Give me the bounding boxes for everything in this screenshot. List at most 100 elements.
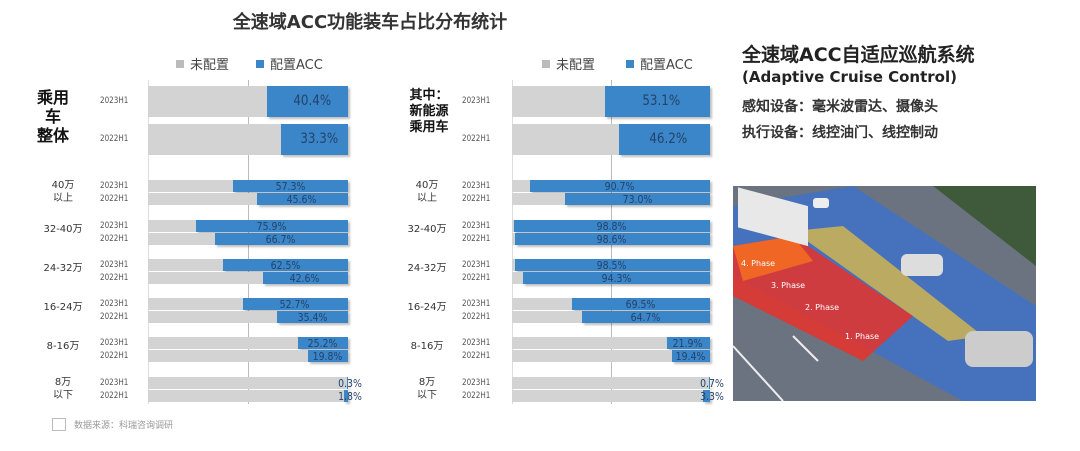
value-label: 46.2% [649,131,688,147]
bar-acc [281,124,348,155]
group-label: 8万 以下 [53,377,73,401]
bar-not-configured [512,337,710,349]
year-label: 2023H1 [462,220,491,231]
chart-headline: 全速域ACC功能装车占比分布统计 [232,12,508,33]
bar-acc [256,193,348,205]
acc-phase-illustration: 4. Phase 3. Phase 2. Phase 1. Phase [733,186,1036,401]
value-label: 19.8% [312,349,343,363]
bar-not-configured [148,350,348,362]
year-label: 2022H1 [100,390,129,401]
legend-item: 配置ACC [626,54,693,73]
year-label: 2022H1 [462,390,491,401]
bar-acc [530,180,710,192]
year-label: 2023H1 [100,220,129,231]
value-label: 57.3% [275,179,306,193]
bar-acc [196,220,348,232]
bar-acc [666,337,710,349]
legend-label: 配置ACC [270,58,323,73]
year-label: 2023H1 [462,337,491,348]
value-label: 73.0% [622,192,653,206]
bar-not-configured [148,390,348,402]
bar-acc [618,124,710,155]
value-label: 69.5% [625,297,656,311]
value-label: 1.8% [338,389,362,403]
year-label: 2023H1 [462,377,491,388]
bar-acc [267,86,348,117]
legend-swatch [626,59,634,68]
bar-acc [604,86,710,117]
value-label: 98.5% [597,258,627,272]
phase-label-1: 1. Phase [845,332,879,341]
year-label: 2022H1 [100,350,129,361]
group-label: 8万 以下 [417,377,437,401]
side-subtitle: (Adaptive Cruise Control) [742,68,957,86]
legend-swatch [176,59,184,68]
year-label: 2022H1 [100,233,129,244]
bar-acc [277,311,348,323]
year-label: 2022H1 [100,134,129,144]
year-label: 2023H1 [100,180,129,191]
phase-label-4: 4. Phase [741,259,775,268]
sensing-devices: 感知设备：毫米波雷达、摄像头 [742,99,938,115]
year-label: 2022H1 [100,272,129,283]
value-label: 42.6% [290,271,320,285]
group-label: 24-32万 [43,263,83,274]
value-label: 90.7% [604,179,635,193]
year-label: 2022H1 [462,272,491,283]
value-label: 66.7% [265,232,296,246]
value-label: 98.8% [596,219,627,233]
group-label: 8-16万 [410,341,444,352]
legend-item: 配置ACC [256,54,323,73]
year-label: 2022H1 [462,193,491,204]
legend-swatch [542,59,550,68]
bar-acc [514,233,710,245]
bar-not-configured [512,350,710,362]
bar-not-configured [512,390,710,402]
bar-acc [233,180,348,192]
value-label: 35.4% [297,310,327,324]
legend-item: 未配置 [542,54,595,73]
year-label: 2022H1 [462,350,491,361]
year-label: 2023H1 [100,337,129,348]
year-label: 2022H1 [462,134,491,144]
bar-acc [214,233,348,245]
value-label: 45.6% [287,192,317,206]
phase-label-3: 3. Phase [771,281,805,290]
bar-acc [262,272,348,284]
bar-acc [297,337,348,349]
legend-label: 未配置 [556,58,596,73]
value-label: 19.4% [675,349,706,363]
bar-acc [708,377,710,389]
year-label: 2023H1 [462,180,491,191]
bar-acc [703,390,710,402]
year-label: 2022H1 [462,311,491,322]
value-label: 64.7% [630,310,661,324]
group-label: 其中： 新能源 乘用车 [409,88,449,135]
value-label: 25.2% [307,336,338,350]
source-icon [52,418,66,431]
year-label: 2023H1 [462,96,491,106]
bar-acc [223,259,348,271]
bar-acc [242,298,348,310]
group-label: 24-32万 [407,263,447,274]
legend-swatch [256,59,264,68]
legend-label: 配置ACC [640,58,693,73]
value-label: 0.3% [338,376,362,390]
phase-label-2: 2. Phase [805,303,839,312]
value-label: 62.5% [270,258,300,272]
group-label: 16-24万 [407,302,447,313]
bar-acc [514,259,710,271]
value-label: 75.9% [256,219,287,233]
year-label: 2023H1 [100,377,129,388]
side-title: 全速域ACC自适应巡航系统 [742,44,975,66]
trees [933,186,1036,266]
value-label: 53.1% [642,93,681,109]
year-label: 2023H1 [100,298,129,309]
value-label: 33.3% [300,131,338,147]
year-label: 2022H1 [462,233,491,244]
bar-acc [347,377,348,389]
value-label: 94.3% [601,271,631,285]
legend-item: 未配置 [176,54,229,73]
car [813,198,829,208]
value-label: 40.4% [292,93,331,109]
